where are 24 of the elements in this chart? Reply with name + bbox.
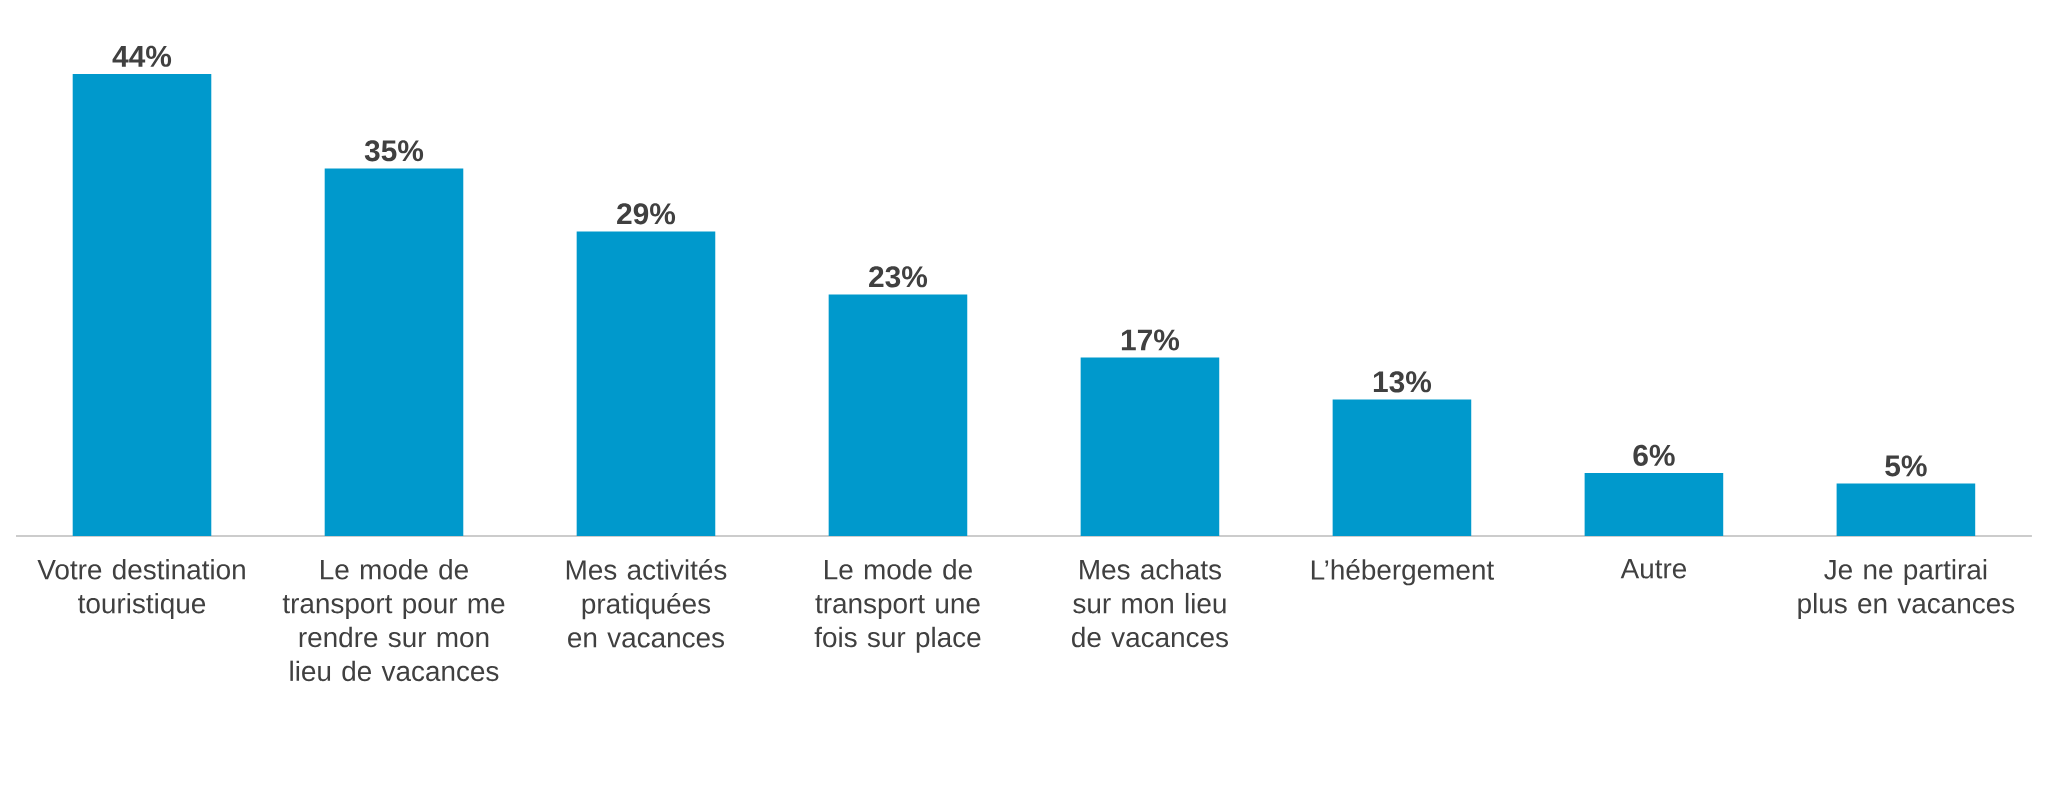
data-label: 13% xyxy=(1373,371,1432,393)
bar xyxy=(828,294,968,536)
data-label: 44% xyxy=(112,45,172,67)
data-label: 6% xyxy=(1633,444,1675,466)
data-label: 29% xyxy=(617,203,676,225)
x-tick-label: L’hébergement xyxy=(1311,559,1494,586)
bar xyxy=(1332,399,1472,536)
bar xyxy=(1584,472,1724,536)
x-tick-label: Mes activités pratiquées en vacances xyxy=(566,559,727,648)
bar xyxy=(576,231,716,536)
x-tick-label: Le mode de transport une fois sur place xyxy=(814,559,981,653)
data-label: 35% xyxy=(364,140,424,162)
bar xyxy=(1836,483,1976,536)
bar xyxy=(324,168,464,536)
bar xyxy=(1080,357,1220,536)
data-label: 17% xyxy=(1121,329,1180,351)
bar xyxy=(72,73,212,536)
data-label: 23% xyxy=(869,266,928,288)
x-tick-label: Le mode de transport pour me rendre sur mon lieu de vacances xyxy=(282,559,505,682)
x-tick-label: Mes achats sur mon lieu de vacances xyxy=(1072,559,1228,648)
x-tick-label: Autre xyxy=(1620,559,1687,579)
x-tick-label: Votre destination touristique xyxy=(37,559,245,619)
x-tick-label: Je ne partirai plus en vacances xyxy=(1798,559,2015,619)
data-label: 5% xyxy=(1885,455,1927,477)
